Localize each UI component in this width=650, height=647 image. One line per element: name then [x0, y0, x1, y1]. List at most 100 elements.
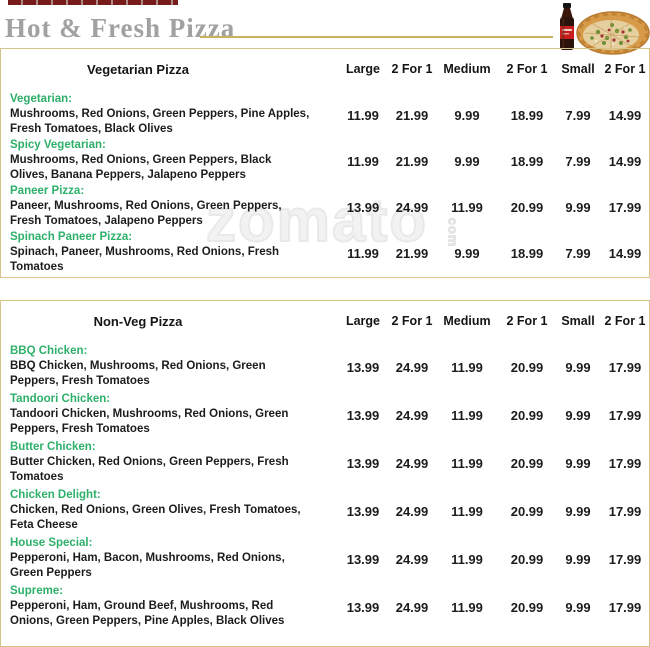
item-name: House Special:: [10, 537, 93, 549]
price-value: 24.99: [395, 200, 429, 215]
price-value: 17.99: [608, 552, 642, 567]
item-description: Mushrooms, Red Onions, Green Peppers, Bl…: [10, 154, 272, 181]
price-value: 13.99: [346, 456, 380, 471]
price-value: 13.99: [346, 408, 380, 423]
price-value: 24.99: [395, 600, 429, 615]
price-value: 9.99: [565, 552, 591, 567]
table-title: Vegetarian Pizza: [87, 61, 189, 77]
price-value: 18.99: [510, 108, 544, 123]
item-name: Vegetarian:: [10, 93, 72, 105]
column-header: Medium: [443, 314, 491, 328]
item-name: Spinach Paneer Pizza:: [10, 231, 133, 243]
item-cell: Paneer Pizza: Paneer, Mushrooms, Red Onio…: [1, 185, 337, 229]
title-divider: [200, 36, 553, 38]
price-value: 17.99: [608, 360, 642, 375]
menu-item-row: Vegetarian: Mushrooms, Red Onions, Green …: [1, 89, 649, 135]
column-header: 2 For 1: [506, 62, 548, 76]
price-value: 11.99: [451, 504, 483, 519]
column-header: 2 For 1: [391, 314, 433, 328]
price-value: 21.99: [395, 246, 429, 261]
price-value: 11.99: [451, 408, 483, 423]
price-value: 18.99: [510, 246, 544, 261]
price-value: 11.99: [347, 154, 379, 169]
item-description: Pepperoni, Ham, Bacon, Mushrooms, Red On…: [10, 552, 285, 579]
item-description: Spinach, Paneer, Mushrooms, Red Onions, …: [10, 246, 280, 273]
item-cell: Supreme: Pepperoni, Ham, Ground Beef, Mus…: [1, 585, 337, 629]
price-value: 20.99: [510, 200, 544, 215]
price-value: 13.99: [346, 360, 380, 375]
item-description: Butter Chicken, Red Onions, Green Pepper…: [10, 456, 289, 483]
watermark-text: zomato: [205, 186, 428, 255]
column-header: 2 For 1: [506, 314, 548, 328]
price-value: 9.99: [565, 200, 591, 215]
price-value: 20.99: [510, 552, 544, 567]
column-header: 2 For 1: [604, 62, 646, 76]
column-header: 2 For 1: [604, 314, 646, 328]
price-value: 9.99: [565, 456, 591, 471]
price-value: 9.99: [565, 408, 591, 423]
price-value: 24.99: [395, 552, 429, 567]
price-value: 20.99: [510, 408, 544, 423]
nonveg-pizza-table: Non-Veg Pizza Large 2 For 1 Medium 2 For 1 Sm…: [0, 300, 650, 647]
item-cell: Tandoori Chicken: Tandoori Chicken, Mushr…: [1, 393, 337, 437]
menu-item-row: Spinach Paneer Pizza: Spinach, Paneer, Mu…: [1, 227, 649, 273]
table-header-row: Vegetarian Pizza Large 2 For 1 Medium 2 For …: [1, 49, 649, 89]
price-value: 24.99: [395, 504, 429, 519]
item-name: Butter Chicken:: [10, 441, 96, 453]
price-value: 9.99: [454, 108, 480, 123]
item-cell: Spinach Paneer Pizza: Spinach, Paneer, Mu…: [1, 231, 337, 275]
price-value: 18.99: [510, 154, 544, 169]
price-value: 11.99: [451, 552, 483, 567]
column-header: Large: [345, 314, 381, 328]
cola-bottle-icon: [560, 3, 574, 50]
price-value: 21.99: [395, 108, 429, 123]
price-value: 11.99: [451, 360, 483, 375]
item-name: Spicy Vegetarian:: [10, 139, 106, 151]
item-description: Pepperoni, Ham, Ground Beef, Mushrooms, …: [10, 600, 285, 627]
item-name: Paneer Pizza:: [10, 185, 85, 197]
price-value: 17.99: [608, 408, 642, 423]
price-value: 14.99: [608, 154, 642, 169]
price-value: 13.99: [346, 200, 380, 215]
price-value: 7.99: [565, 246, 591, 261]
item-cell: Butter Chicken: Butter Chicken, Red Onion…: [1, 441, 337, 485]
menu-item-row: Chicken Delight: Chicken, Red Onions, Gre…: [1, 485, 649, 533]
table-title: Non-Veg Pizza: [93, 313, 183, 329]
price-value: 20.99: [510, 360, 544, 375]
price-value: 14.99: [608, 246, 642, 261]
price-value: 20.99: [510, 456, 544, 471]
header-decor: [552, 2, 650, 55]
menu-item-row: House Special: Pepperoni, Ham, Bacon, Mus…: [1, 533, 649, 581]
price-value: 7.99: [565, 108, 591, 123]
column-header: Small: [561, 62, 595, 76]
price-value: 9.99: [565, 504, 591, 519]
price-value: 13.99: [346, 600, 380, 615]
item-cell: House Special: Pepperoni, Ham, Bacon, Mus…: [1, 537, 337, 581]
price-value: 11.99: [347, 246, 379, 261]
price-value: 9.99: [454, 154, 480, 169]
page-title: Hot & Fresh Pizza: [5, 13, 236, 43]
price-value: 14.99: [608, 108, 642, 123]
price-value: 17.99: [608, 200, 642, 215]
price-value: 17.99: [608, 504, 642, 519]
item-description: Tandoori Chicken, Mushrooms, Red Onions,…: [10, 408, 289, 435]
item-description: Chicken, Red Onions, Green Olives, Fresh…: [10, 504, 301, 531]
price-value: 9.99: [454, 246, 480, 261]
price-value: 21.99: [395, 154, 429, 169]
item-cell: Chicken Delight: Chicken, Red Onions, Gre…: [1, 489, 337, 533]
price-value: 11.99: [451, 600, 483, 615]
item-description: BBQ Chicken, Mushrooms, Red Onions, Gree…: [10, 360, 266, 387]
price-value: 20.99: [510, 504, 544, 519]
item-description: Mushrooms, Red Onions, Green Peppers, Pi…: [10, 108, 310, 135]
item-name: Supreme:: [10, 585, 64, 597]
price-value: 17.99: [608, 456, 642, 471]
veg-pizza-table: Vegetarian Pizza Large 2 For 1 Medium 2 For …: [0, 48, 650, 278]
item-cell: BBQ Chicken: BBQ Chicken, Mushrooms, Red …: [1, 345, 337, 389]
menu-item-row: Butter Chicken: Butter Chicken, Red Onion…: [1, 437, 649, 485]
menu-item-row: Paneer Pizza: Paneer, Mushrooms, Red Onio…: [1, 181, 649, 227]
price-value: 24.99: [395, 408, 429, 423]
item-description: Paneer, Mushrooms, Red Onions, Green Pep…: [10, 200, 282, 227]
price-value: 24.99: [395, 360, 429, 375]
column-header: 2 For 1: [391, 62, 433, 76]
price-value: 13.99: [346, 552, 380, 567]
